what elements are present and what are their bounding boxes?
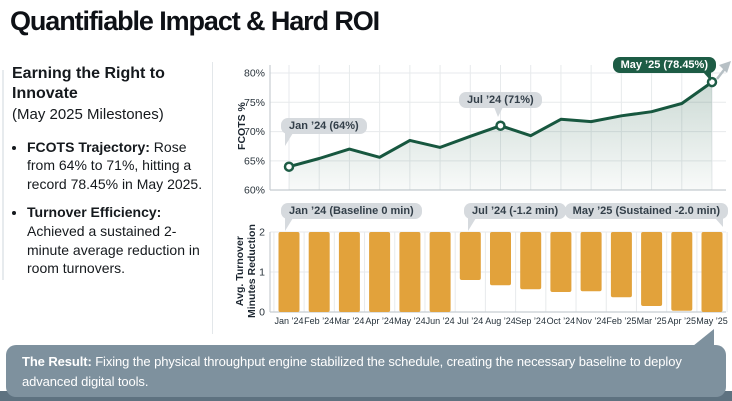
x-tick-label: Sep ’24 xyxy=(515,316,546,326)
result-banner: The Result: Fixing the physical throughp… xyxy=(6,345,726,397)
x-tick-label: May ’25 xyxy=(696,316,728,326)
y-tick-label: 70% xyxy=(244,126,265,138)
turnover-bar-chart: 2 1 0 Jan ’24 Feb ’24 Mar ’24 Apr ’24 May ’24 Ju… xyxy=(228,200,732,335)
x-tick-label: Feb ’24 xyxy=(304,316,334,326)
turnover-bar xyxy=(490,232,511,286)
line-chart-y-axis-label: FCOTS % xyxy=(235,102,248,150)
turnover-bar xyxy=(550,232,572,292)
annotation-tail xyxy=(468,218,476,231)
x-tick-label: May ’24 xyxy=(394,316,426,326)
y-tick-label: 80% xyxy=(244,68,265,80)
annotation-bar-0: Jan ’24 (Baseline 0 min) xyxy=(281,203,422,231)
sidebar-accent-line xyxy=(2,70,4,280)
turnover-bar xyxy=(610,232,632,298)
annotation-line-1: Jul ’24 (71%) xyxy=(459,92,542,117)
data-point-marker xyxy=(495,120,506,131)
annotation-tail xyxy=(285,133,293,146)
y-tick-labels: 2 1 0 xyxy=(259,227,265,319)
turnover-bar xyxy=(701,232,723,312)
annotation-line-2: May ’25 (78.45%) xyxy=(612,57,716,81)
x-tick-label: Jan ’24 xyxy=(274,316,303,326)
turnover-bar xyxy=(278,232,300,312)
annotation-line-0: Jan ’24 (64%) xyxy=(281,118,367,146)
x-tick-label: Nov ’24 xyxy=(576,316,607,326)
turnover-bar xyxy=(308,232,330,312)
data-point-marker xyxy=(283,161,295,172)
turnover-bar xyxy=(580,232,602,292)
x-tick-label: Mar ’25 xyxy=(637,316,667,326)
turnover-bar xyxy=(369,232,391,312)
x-tick-label: Jul ’24 xyxy=(457,316,483,326)
turnover-bar xyxy=(399,232,421,312)
list-item-turnover: Turnover Efficiency: Achieved a sustaine… xyxy=(27,203,208,277)
line-chart-svg: 80% 75% 70% 65% 60% xyxy=(244,61,731,197)
result-bubble-tail xyxy=(693,329,714,346)
y-tick-labels: 80% 75% 70% 65% 60% xyxy=(244,68,265,197)
annotation-tail xyxy=(285,218,293,231)
x-tick-label: Apr ’24 xyxy=(365,316,394,326)
milestones-list: FCOTS Trajectory: Rose from 64% to 71%, … xyxy=(12,138,208,278)
annotation-tail xyxy=(493,107,503,117)
turnover-bar xyxy=(459,232,481,280)
sidebar-heading: Earning the Right to Innovate xyxy=(12,65,165,102)
turnover-bar xyxy=(429,232,451,312)
bar-chart-y-axis-label: Avg. Turnover Minutes Reduction xyxy=(233,224,258,319)
annotation-bar-2: May ’25 (Sustained -2.0 min) xyxy=(564,203,728,227)
annotation-tail xyxy=(715,218,723,227)
sidebar: Earning the Right to Innovate (May 2025 … xyxy=(12,64,208,288)
fcots-line-chart: 80% 75% 70% 65% 60% FCOTS % Jan ’24 (64%) Jul ’… xyxy=(228,52,732,200)
bullet-text: Achieved a sustained 2-minute average re… xyxy=(27,222,200,277)
bullet-label: FCOTS Trajectory: xyxy=(27,138,150,155)
x-tick-label: Aug ’24 xyxy=(485,316,516,326)
x-tick-labels: Jan ’24 Feb ’24 Mar ’24 Apr ’24 May ’24 Jun ’… xyxy=(274,316,727,326)
sidebar-subheading: (May 2025 Milestones) xyxy=(12,106,164,123)
x-tick-label: Jun ’24 xyxy=(426,316,455,326)
vertical-divider xyxy=(212,62,213,334)
turnover-bar xyxy=(671,232,693,311)
list-item-fcots: FCOTS Trajectory: Rose from 64% to 71%, … xyxy=(27,138,208,194)
annotation-bar-1: Jul ’24 (-1.2 min) xyxy=(464,203,567,231)
turnover-bar xyxy=(641,232,663,306)
y-tick-label: 75% xyxy=(244,97,265,109)
x-tick-label: Oct ’24 xyxy=(547,316,576,326)
y-tick-label: 1 xyxy=(259,267,265,279)
x-tick-label: Feb ’25 xyxy=(606,316,636,326)
fcots-area-fill xyxy=(289,82,712,190)
y-tick-label: 65% xyxy=(244,155,265,167)
bullet-text: Rose from 64% to 71%, hitting a record 7… xyxy=(27,138,203,192)
x-tick-label: Mar ’24 xyxy=(334,316,364,326)
turnover-bar xyxy=(338,232,360,312)
page-title: Quantifiable Impact & Hard ROI xyxy=(10,6,380,36)
turnover-bar xyxy=(520,232,542,290)
growth-arrow-icon xyxy=(716,61,731,80)
annotation-tail xyxy=(703,72,711,81)
bullet-label: Turnover Efficiency: xyxy=(27,204,162,221)
y-tick-label: 60% xyxy=(244,185,265,197)
y-tick-label: 0 xyxy=(259,307,265,319)
result-label: The Result: xyxy=(22,354,92,369)
x-tick-label: Apr ’25 xyxy=(668,316,697,326)
result-text: Fixing the physical throughput engine st… xyxy=(22,354,682,389)
y-tick-label: 2 xyxy=(259,227,265,239)
